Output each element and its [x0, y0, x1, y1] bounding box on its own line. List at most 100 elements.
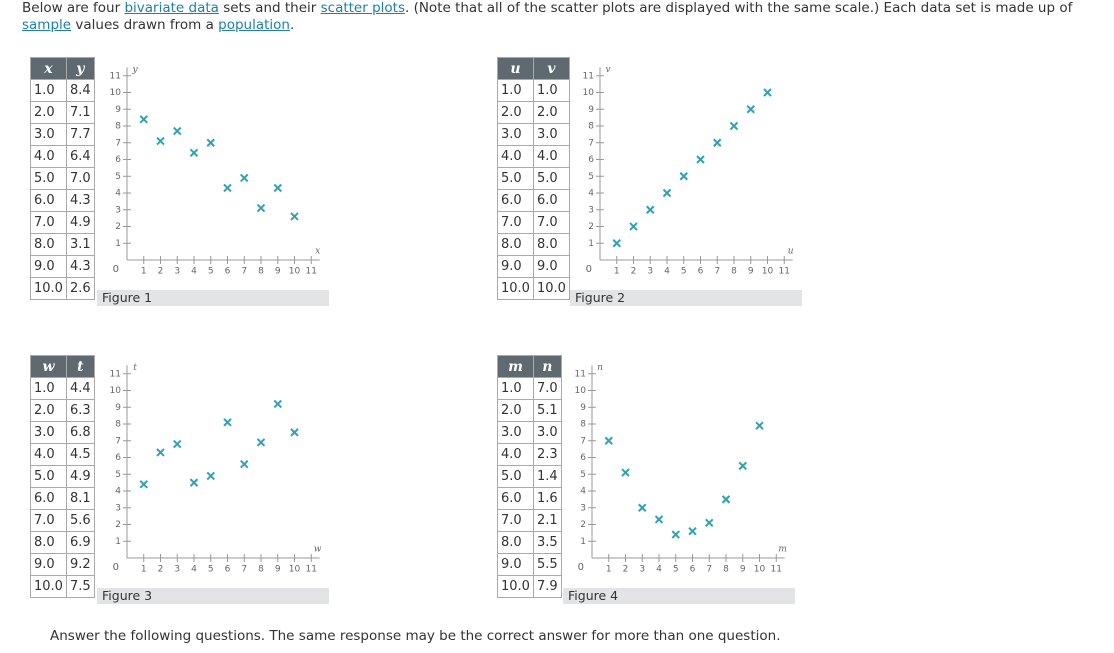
- x-tick-label: 5: [673, 565, 679, 575]
- y-tick-label: 2: [115, 520, 121, 530]
- table-cell: 6.0: [497, 189, 534, 212]
- table-cell: 3.0: [30, 123, 67, 146]
- x-tick-label: 11: [779, 267, 790, 277]
- table-cell: 10.0: [497, 575, 534, 598]
- table-cell: 5.0: [30, 465, 67, 488]
- y-tick-label: 2: [115, 222, 121, 232]
- text: . (Note that all of the scatter plots ar…: [404, 0, 1073, 16]
- table-row: 6.0 1.6: [497, 487, 562, 510]
- table-row: 6.0 4.3: [30, 189, 95, 212]
- table-cell: 10.0: [532, 277, 570, 300]
- table-row: 4.0 4.5: [30, 443, 95, 466]
- table-cell: 8.0: [497, 531, 534, 554]
- x-tick-label: 1: [614, 267, 620, 277]
- link[interactable]: bivariate data: [124, 0, 219, 16]
- scatter-point: [189, 148, 199, 158]
- table-cell: 5.6: [65, 509, 95, 532]
- data-table: x y 1.0 8.4 2.0 7.1 3.0 7.7 4.0 6.4 5.0 7.0 6.0 4.3 7.…: [30, 57, 95, 300]
- x-tick-label: 7: [241, 565, 247, 575]
- table-cell: 5.0: [30, 167, 67, 190]
- y-tick-label: 11: [110, 369, 121, 379]
- table-row: 10.0 10.0: [497, 277, 570, 300]
- table-cell: 4.9: [65, 465, 95, 488]
- y-axis-label: v: [605, 65, 610, 75]
- table-cell: 5.5: [532, 553, 562, 576]
- x-tick-label: 6: [690, 565, 696, 575]
- table-row: 5.0 7.0: [30, 167, 95, 190]
- x-tick-label: 9: [275, 267, 281, 277]
- x-tick-label: 9: [275, 565, 281, 575]
- y-tick-label: 11: [575, 369, 586, 379]
- x-axis-label: x: [315, 247, 320, 257]
- table-row: 9.0 9.0: [497, 255, 570, 278]
- table-cell: 2.0: [30, 101, 67, 124]
- table-cell: 1.4: [532, 465, 562, 488]
- table-row: 5.0 4.9: [30, 465, 95, 488]
- column-header: u: [497, 57, 534, 80]
- scatter-point: [240, 173, 249, 183]
- y-tick-label: 4: [588, 189, 594, 199]
- table-cell: 2.1: [532, 509, 562, 532]
- x-tick-label: 5: [208, 565, 214, 575]
- table-cell: 10.0: [30, 277, 67, 300]
- y-tick-label: 4: [580, 487, 586, 497]
- y-tick-label: 3: [588, 205, 594, 215]
- table-cell: 4.3: [65, 255, 95, 278]
- scatter-point: [721, 495, 731, 504]
- scatter-point: [256, 203, 266, 213]
- x-tick-label: 7: [714, 267, 720, 277]
- scatter-point: [662, 188, 672, 198]
- column-header: x: [30, 57, 67, 80]
- y-tick-label: 7: [115, 138, 121, 148]
- y-tick-label: 8: [115, 122, 121, 132]
- table-cell: 3.0: [497, 123, 534, 146]
- y-tick-label: 11: [583, 71, 594, 81]
- scatter-point: [273, 183, 282, 193]
- table-cell: 4.0: [532, 145, 570, 168]
- link[interactable]: sample: [22, 17, 72, 33]
- table-cell: 4.0: [497, 145, 534, 168]
- x-tick-label: 4: [656, 565, 662, 575]
- table-cell: 6.0: [30, 189, 67, 212]
- y-tick-label: 5: [588, 172, 594, 182]
- link[interactable]: scatter plots: [320, 0, 405, 16]
- table-cell: 7.7: [65, 123, 95, 146]
- y-tick-label: 9: [588, 105, 594, 115]
- scatter-point: [746, 105, 755, 114]
- y-tick-label: 7: [115, 436, 121, 446]
- y-tick-label: 2: [588, 222, 594, 232]
- x-tick-label: 8: [258, 565, 264, 575]
- column-header: t: [65, 355, 95, 378]
- link[interactable]: population: [218, 17, 290, 33]
- table-cell: 7.0: [497, 509, 534, 532]
- y-tick-label: 5: [115, 172, 121, 182]
- table-row: 5.0 5.0: [497, 167, 570, 190]
- table-cell: 2.0: [497, 101, 534, 124]
- y-tick-label: 1: [115, 537, 121, 547]
- table-row: 8.0 3.1: [30, 233, 95, 256]
- column-header: v: [532, 57, 570, 80]
- table-cell: 3.5: [532, 531, 562, 554]
- intro: Below are four bivariate data sets and t…: [22, 0, 1112, 34]
- scatter-point: [755, 421, 764, 430]
- scatter-point: [738, 461, 747, 471]
- table-cell: 6.3: [65, 399, 95, 422]
- table-cell: 5.0: [497, 465, 534, 488]
- table-cell: 1.0: [30, 377, 67, 400]
- y-tick-label: 8: [588, 122, 594, 132]
- table-row: 3.0 3.0: [497, 421, 562, 444]
- scatter-point: [256, 438, 266, 447]
- table-cell: 7.0: [30, 211, 67, 234]
- text: Below are four: [22, 0, 125, 16]
- scatter-point: [671, 530, 680, 539]
- y-axis-label: n: [597, 363, 603, 373]
- y-tick-label: 6: [115, 155, 121, 165]
- x-tick-label: 9: [740, 565, 746, 575]
- table-cell: 3.0: [497, 421, 534, 444]
- x-tick-label: 2: [158, 565, 164, 575]
- x-tick-label: 11: [306, 565, 317, 575]
- table-row: 1.0 4.4: [30, 377, 95, 400]
